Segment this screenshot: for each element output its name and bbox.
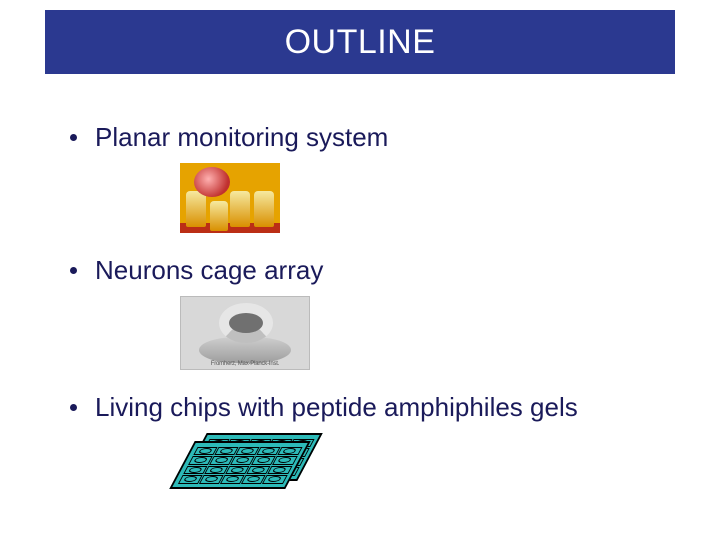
bullet-text: Neurons cage array	[95, 255, 323, 286]
bullet-item: Planar monitoring system	[70, 122, 650, 153]
bullet-dot-icon	[70, 404, 77, 411]
illustration-neuron-pillars	[180, 163, 280, 233]
slide-content: Planar monitoring system Neurons cage ar…	[0, 74, 720, 495]
illustration-caption: Fromherz, Max-Planck-Inst.	[181, 361, 309, 367]
illustration-sem-cage: Fromherz, Max-Planck-Inst.	[180, 296, 310, 370]
bullet-text: Planar monitoring system	[95, 122, 388, 153]
slide-title: OUTLINE	[285, 23, 436, 62]
bullet-text: Living chips with peptide amphiphiles ge…	[95, 392, 578, 423]
slide-title-bar: OUTLINE	[45, 10, 675, 74]
illustration-chip-grid	[180, 433, 310, 495]
bullet-dot-icon	[70, 134, 77, 141]
bullet-item: Neurons cage array	[70, 255, 650, 286]
bullet-item: Living chips with peptide amphiphiles ge…	[70, 392, 650, 423]
bullet-dot-icon	[70, 267, 77, 274]
